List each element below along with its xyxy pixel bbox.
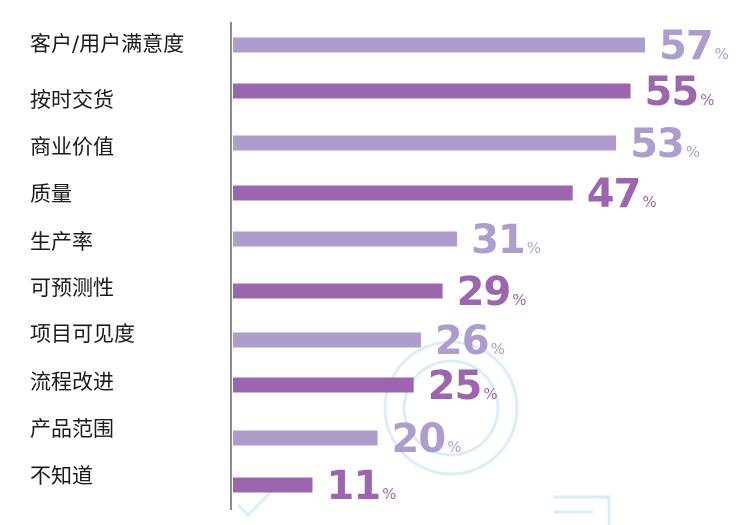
category-label: 客户/用户满意度 — [30, 32, 184, 56]
data-label-value: 11 — [327, 463, 381, 509]
bar — [233, 283, 443, 299]
category-label: 产品范围 — [30, 417, 114, 441]
category-label: 按时交货 — [30, 88, 114, 112]
data-label-value: 29 — [457, 269, 511, 315]
category-label: 生产率 — [30, 230, 93, 254]
data-label: 31% — [471, 217, 541, 263]
category-label: 流程改进 — [30, 370, 114, 394]
data-label-value: 25 — [428, 363, 482, 409]
bar — [233, 430, 378, 446]
data-label-value: 47 — [587, 171, 641, 217]
data-label-unit: % — [483, 385, 497, 403]
bar — [233, 377, 414, 393]
category-label: 质量 — [30, 182, 72, 206]
bar — [233, 477, 313, 493]
data-label: 57% — [659, 23, 729, 69]
data-label-unit: % — [382, 485, 396, 503]
category-label: 不知道 — [30, 464, 93, 488]
data-label-value: 57 — [659, 23, 713, 69]
data-label-unit: % — [512, 291, 526, 309]
data-label: 11% — [327, 463, 397, 509]
category-label: 商业价值 — [30, 135, 114, 159]
data-label-unit: % — [447, 438, 461, 456]
data-label-unit: % — [700, 91, 714, 109]
bar — [233, 83, 631, 99]
data-label-value: 55 — [645, 69, 699, 115]
data-label-value: 26 — [435, 318, 489, 364]
data-label: 29% — [457, 269, 527, 315]
data-label-value: 31 — [471, 217, 525, 263]
data-label: 55% — [645, 69, 715, 115]
category-label: 可预测性 — [30, 276, 114, 300]
data-label-value: 20 — [392, 416, 446, 462]
data-label: 47% — [587, 171, 657, 217]
bar — [233, 231, 458, 247]
data-label-unit: % — [686, 143, 700, 161]
bar — [233, 135, 617, 151]
data-label: 53% — [630, 121, 700, 167]
data-label-value: 53 — [630, 121, 684, 167]
data-label-unit: % — [715, 45, 729, 63]
data-label: 20% — [392, 416, 462, 462]
watermark-decoration — [236, 340, 611, 525]
category-label: 项目可见度 — [30, 322, 135, 346]
bar — [233, 37, 645, 53]
bar — [233, 332, 421, 348]
data-label-unit: % — [642, 193, 656, 211]
data-label-unit: % — [527, 239, 541, 257]
bar — [233, 185, 573, 201]
data-label: 26% — [435, 318, 505, 364]
data-label-unit: % — [491, 340, 505, 358]
data-label: 25% — [428, 363, 498, 409]
